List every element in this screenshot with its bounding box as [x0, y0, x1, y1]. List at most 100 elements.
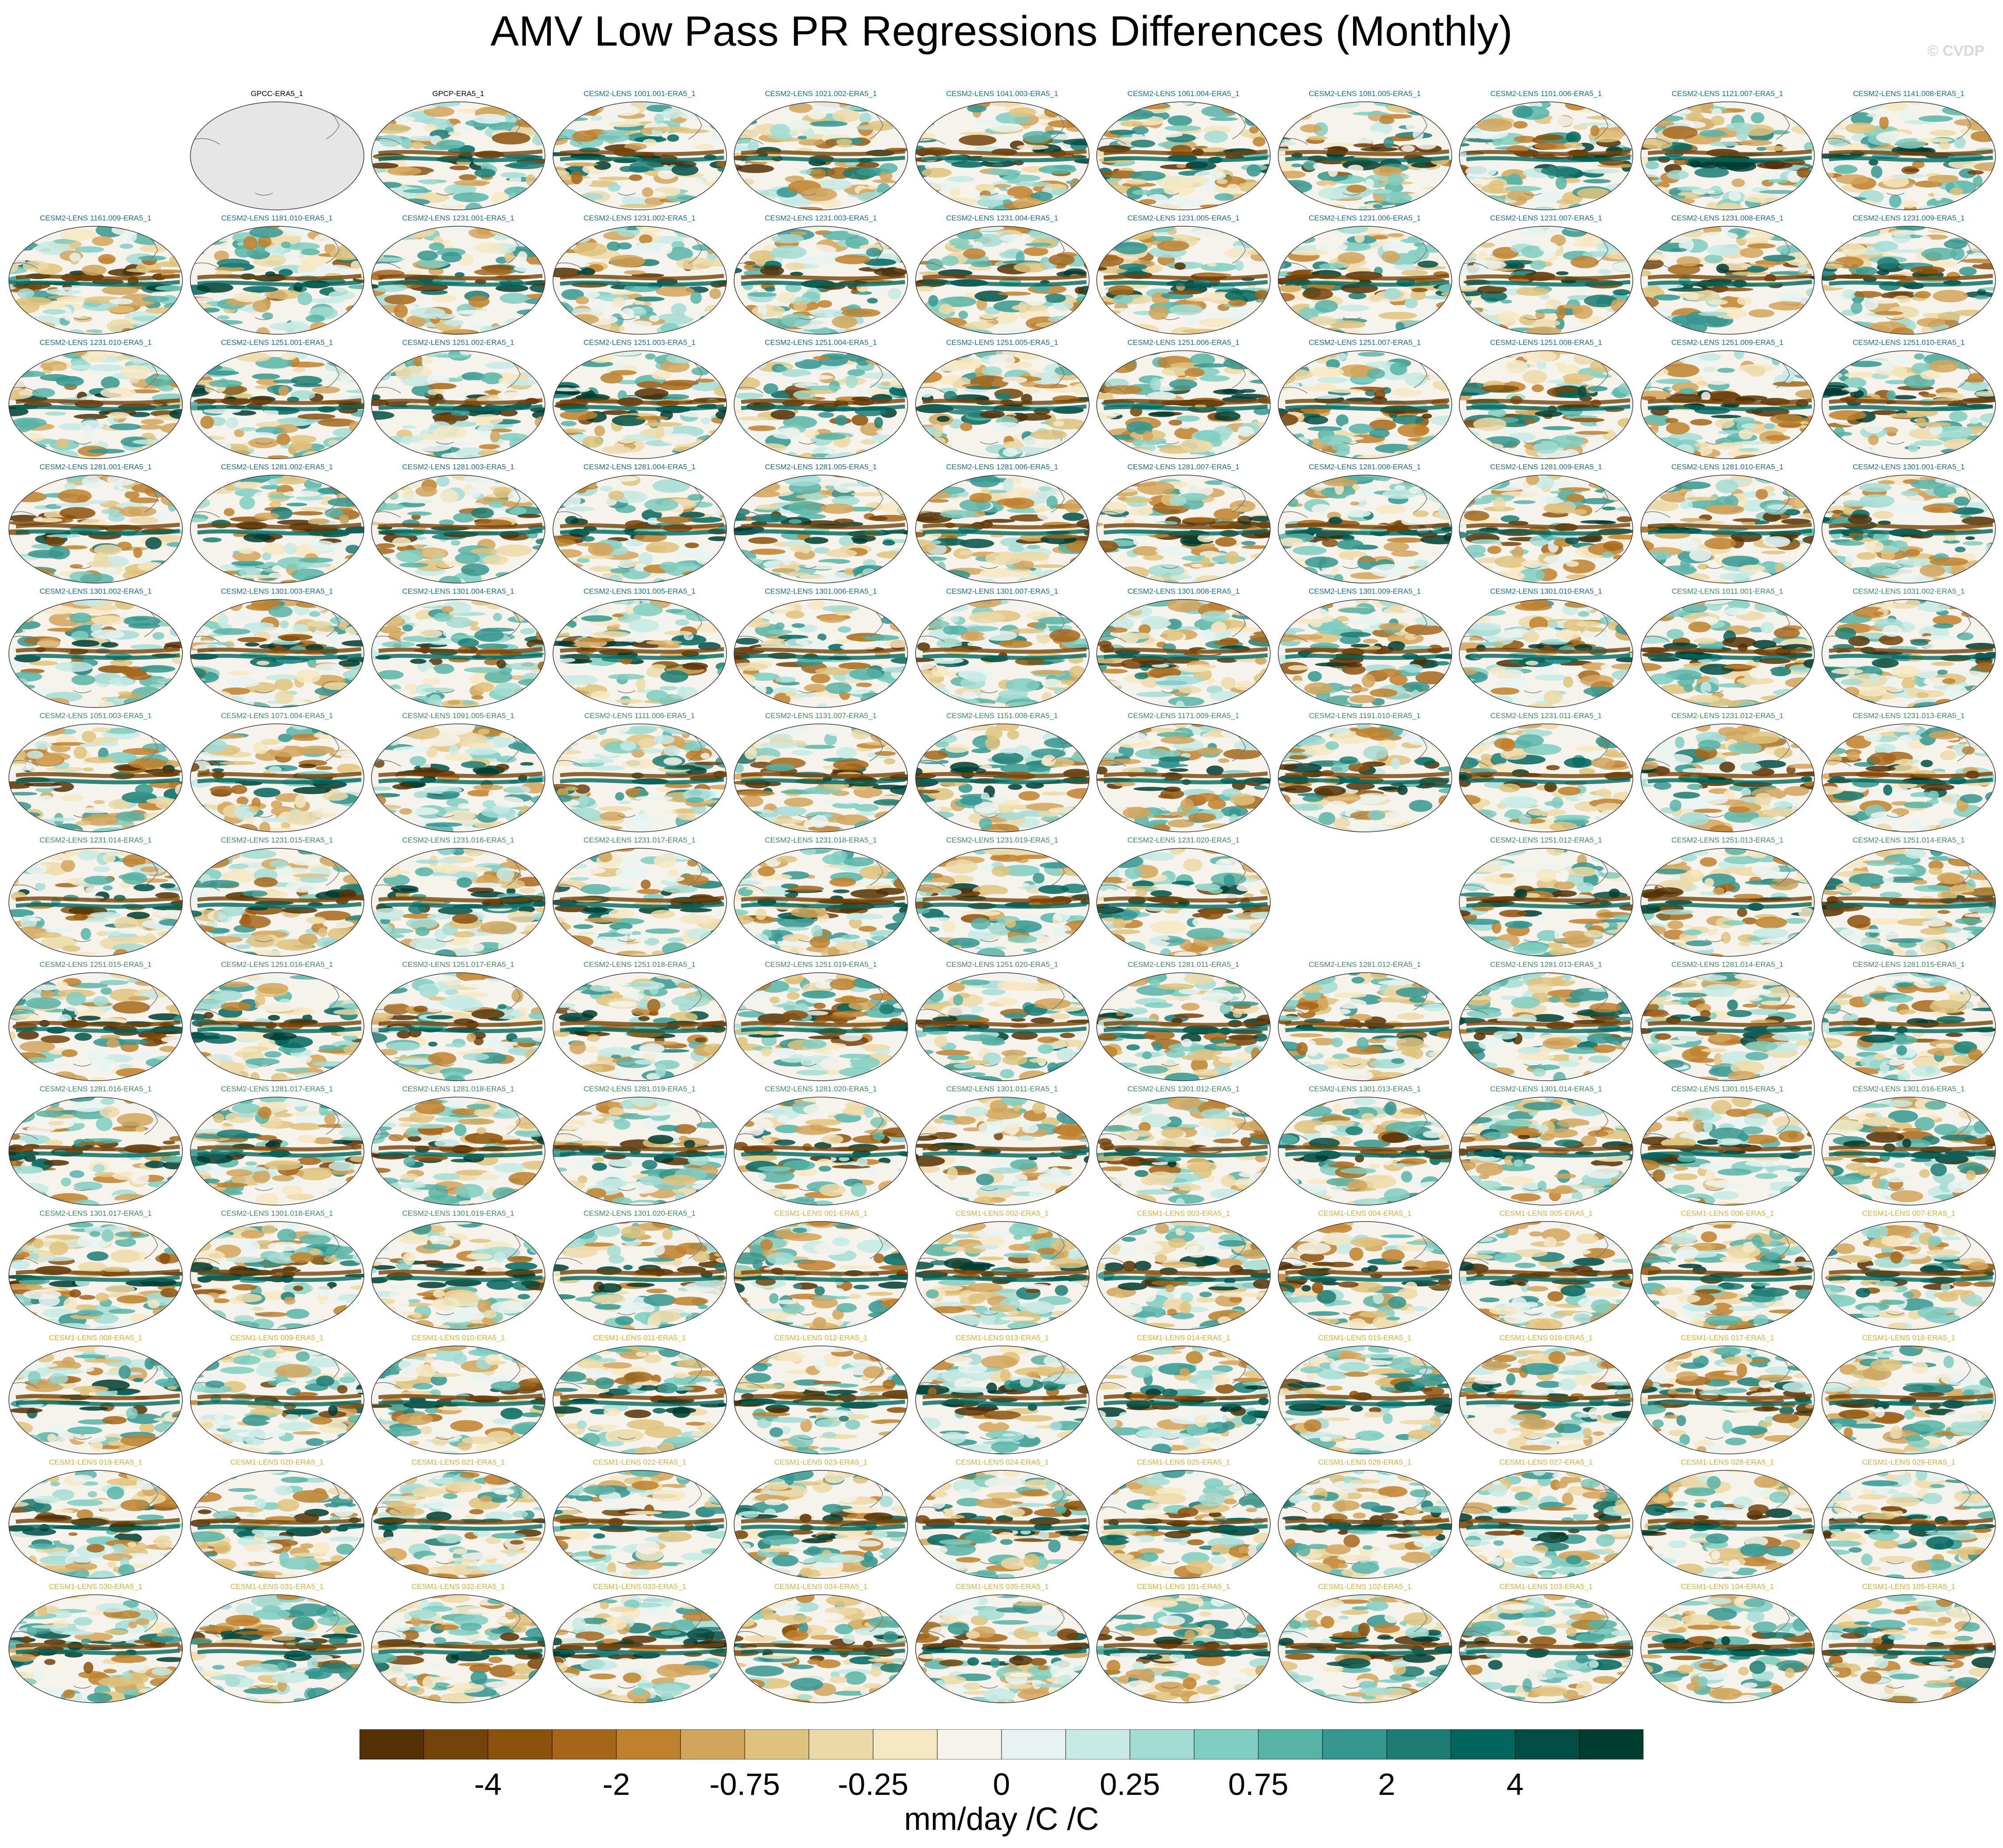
- map-panel-title: CESM2-LENS 1281.003-ERA5_1: [370, 461, 547, 473]
- map-globe: [1821, 848, 1996, 957]
- map-panel-title: CESM2-LENS 1251.013-ERA5_1: [1639, 834, 1816, 847]
- map-globe: [734, 1345, 908, 1454]
- map-globe: [915, 723, 1090, 832]
- map-globe: [552, 1470, 727, 1579]
- map-panel: CESM2-LENS 1231.008-ERA5_1: [1639, 212, 1816, 336]
- map-panel: CESM2-LENS 1281.012-ERA5_1: [1276, 959, 1454, 1083]
- map-panel-title: CESM2-LENS 1281.017-ERA5_1: [189, 1083, 366, 1095]
- map-panel-title: CESM2-LENS 1231.008-ERA5_1: [1639, 212, 1816, 224]
- map-panel-title: CESM2-LENS 1061.004-ERA5_1: [1095, 88, 1272, 100]
- map-panel: CESM2-LENS 1281.015-ERA5_1: [1820, 959, 1997, 1083]
- map-panel-title: CESM2-LENS 1081.005-ERA5_1: [1276, 88, 1454, 100]
- map-globe: [552, 1221, 727, 1330]
- map-panel: CESM2-LENS 1171.009-ERA5_1: [1095, 710, 1272, 834]
- colorbar-tick-label: 0: [993, 1767, 1010, 1802]
- map-panel: CESM2-LENS 1281.004-ERA5_1: [551, 461, 728, 585]
- map-panel-title: CESM2-LENS 1281.009-ERA5_1: [1458, 461, 1635, 473]
- map-panel-title: CESM2-LENS 1251.004-ERA5_1: [732, 336, 909, 349]
- map-panel: CESM1-LENS 105-ERA5_1: [1820, 1581, 1997, 1705]
- map-globe: [1096, 848, 1271, 957]
- map-panel: CESM1-LENS 027-ERA5_1: [1458, 1456, 1635, 1580]
- map-panel-title: CESM2-LENS 1301.016-ERA5_1: [1820, 1083, 1997, 1095]
- map-globe: [189, 475, 364, 584]
- colorbar-tick-label: 0.25: [1100, 1767, 1160, 1802]
- colorbar-segment: [1001, 1729, 1066, 1759]
- map-globe: [189, 723, 364, 832]
- map-panel-title: CESM1-LENS 023-ERA5_1: [732, 1456, 909, 1469]
- map-panel: CESM2-LENS 1281.007-ERA5_1: [1095, 461, 1272, 585]
- map-panel-title: CESM1-LENS 024-ERA5_1: [914, 1456, 1091, 1469]
- map-panel-title: CESM1-LENS 030-ERA5_1: [7, 1581, 184, 1593]
- map-panel: CESM2-LENS 1231.018-ERA5_1: [732, 834, 909, 958]
- map-panel: CESM1-LENS 030-ERA5_1: [7, 1581, 184, 1705]
- map-globe: [1459, 101, 1633, 210]
- map-panel-title: CESM2-LENS 1121.007-ERA5_1: [1639, 88, 1816, 100]
- map-globe: [1821, 599, 1996, 708]
- map-globe: [8, 1221, 183, 1330]
- map-panel-grid: GPCC-ERA5_1 GPCP-ERA5_1 CESM2-LENS 1001.00…: [7, 88, 1997, 1705]
- map-panel: CESM2-LENS 1251.009-ERA5_1: [1639, 336, 1816, 460]
- map-panel-title: CESM1-LENS 027-ERA5_1: [1458, 1456, 1635, 1469]
- map-globe: [1096, 1345, 1271, 1454]
- map-panel: CESM2-LENS 1231.001-ERA5_1: [370, 212, 547, 336]
- colorbar-segment: [360, 1729, 424, 1759]
- map-globe: [734, 972, 908, 1081]
- map-panel-title: CESM2-LENS 1231.003-ERA5_1: [732, 212, 909, 224]
- map-panel-title: CESM1-LENS 033-ERA5_1: [551, 1581, 728, 1593]
- map-globe: [1640, 599, 1815, 708]
- map-panel-title: CESM2-LENS 1251.006-ERA5_1: [1095, 336, 1272, 349]
- map-panel-title: CESM1-LENS 018-ERA5_1: [1820, 1332, 1997, 1344]
- map-panel-title: CESM2-LENS 1231.006-ERA5_1: [1276, 212, 1454, 224]
- cvdp-watermark: © CVDP: [1927, 43, 1984, 60]
- map-panel-title: CESM2-LENS 1231.018-ERA5_1: [732, 834, 909, 847]
- map-globe: [371, 972, 545, 1081]
- map-panel: CESM2-LENS 1251.016-ERA5_1: [189, 959, 366, 1083]
- colorbar-tick-label: 4: [1507, 1767, 1524, 1802]
- map-globe: [734, 1470, 908, 1579]
- map-panel: CESM2-LENS 1281.003-ERA5_1: [370, 461, 547, 585]
- map-panel: CESM2-LENS 1251.004-ERA5_1: [732, 336, 909, 460]
- map-panel: CESM2-LENS 1301.007-ERA5_1: [914, 585, 1091, 709]
- map-panel: CESM1-LENS 102-ERA5_1: [1276, 1581, 1454, 1705]
- map-panel-title: CESM2-LENS 1231.005-ERA5_1: [1095, 212, 1272, 224]
- map-panel-title: CESM1-LENS 031-ERA5_1: [189, 1581, 366, 1593]
- colorbar-segment: [808, 1729, 874, 1759]
- map-panel: CESM2-LENS 1251.019-ERA5_1: [732, 959, 909, 1083]
- map-panel: CESM1-LENS 104-ERA5_1: [1639, 1581, 1816, 1705]
- map-panel-title: CESM1-LENS 104-ERA5_1: [1639, 1581, 1816, 1593]
- map-panel: CESM2-LENS 1301.002-ERA5_1: [7, 585, 184, 709]
- map-panel: CESM2-LENS 1231.019-ERA5_1: [914, 834, 1091, 958]
- map-panel-title: CESM2-LENS 1191.010-ERA5_1: [1276, 710, 1454, 722]
- map-panel-title: CESM2-LENS 1281.019-ERA5_1: [551, 1083, 728, 1095]
- map-globe: [1459, 475, 1633, 584]
- map-globe: [1096, 1470, 1271, 1579]
- colorbar-segment: [1322, 1729, 1387, 1759]
- map-globe: [371, 599, 545, 708]
- map-panel-title: CESM1-LENS 001-ERA5_1: [732, 1207, 909, 1220]
- map-panel-title: CESM2-LENS 1251.019-ERA5_1: [732, 959, 909, 971]
- map-globe: [1640, 1221, 1815, 1330]
- colorbar-segment: [744, 1729, 809, 1759]
- map-globe: [1096, 226, 1271, 335]
- map-globe: [1821, 226, 1996, 335]
- map-globe: [552, 972, 727, 1081]
- map-panel-title: CESM2-LENS 1281.006-ERA5_1: [914, 461, 1091, 473]
- map-panel-title: CESM2-LENS 1251.009-ERA5_1: [1639, 336, 1816, 349]
- map-panel: CESM2-LENS 1251.003-ERA5_1: [551, 336, 728, 460]
- colorbar-segment: [487, 1729, 553, 1759]
- map-panel: CESM2-LENS 1281.005-ERA5_1: [732, 461, 909, 585]
- map-panel: CESM2-LENS 1181.010-ERA5_1: [189, 212, 366, 336]
- map-panel: CESM2-LENS 1231.010-ERA5_1: [7, 336, 184, 460]
- map-panel: CESM2-LENS 1251.005-ERA5_1: [914, 336, 1091, 460]
- map-panel-title: CESM2-LENS 1251.008-ERA5_1: [1458, 336, 1635, 349]
- map-panel: CESM2-LENS 1251.001-ERA5_1: [189, 336, 366, 460]
- map-panel: CESM2-LENS 1281.017-ERA5_1: [189, 1083, 366, 1207]
- map-panel: CESM2-LENS 1281.011-ERA5_1: [1095, 959, 1272, 1083]
- map-globe: [189, 350, 364, 459]
- map-globe: [1821, 101, 1996, 210]
- map-panel: CESM1-LENS 010-ERA5_1: [370, 1332, 547, 1456]
- map-globe: [8, 1470, 183, 1579]
- map-panel: CESM1-LENS 024-ERA5_1: [914, 1456, 1091, 1580]
- map-panel: CESM2-LENS 1251.013-ERA5_1: [1639, 834, 1816, 958]
- colorbar-segment: [1129, 1729, 1195, 1759]
